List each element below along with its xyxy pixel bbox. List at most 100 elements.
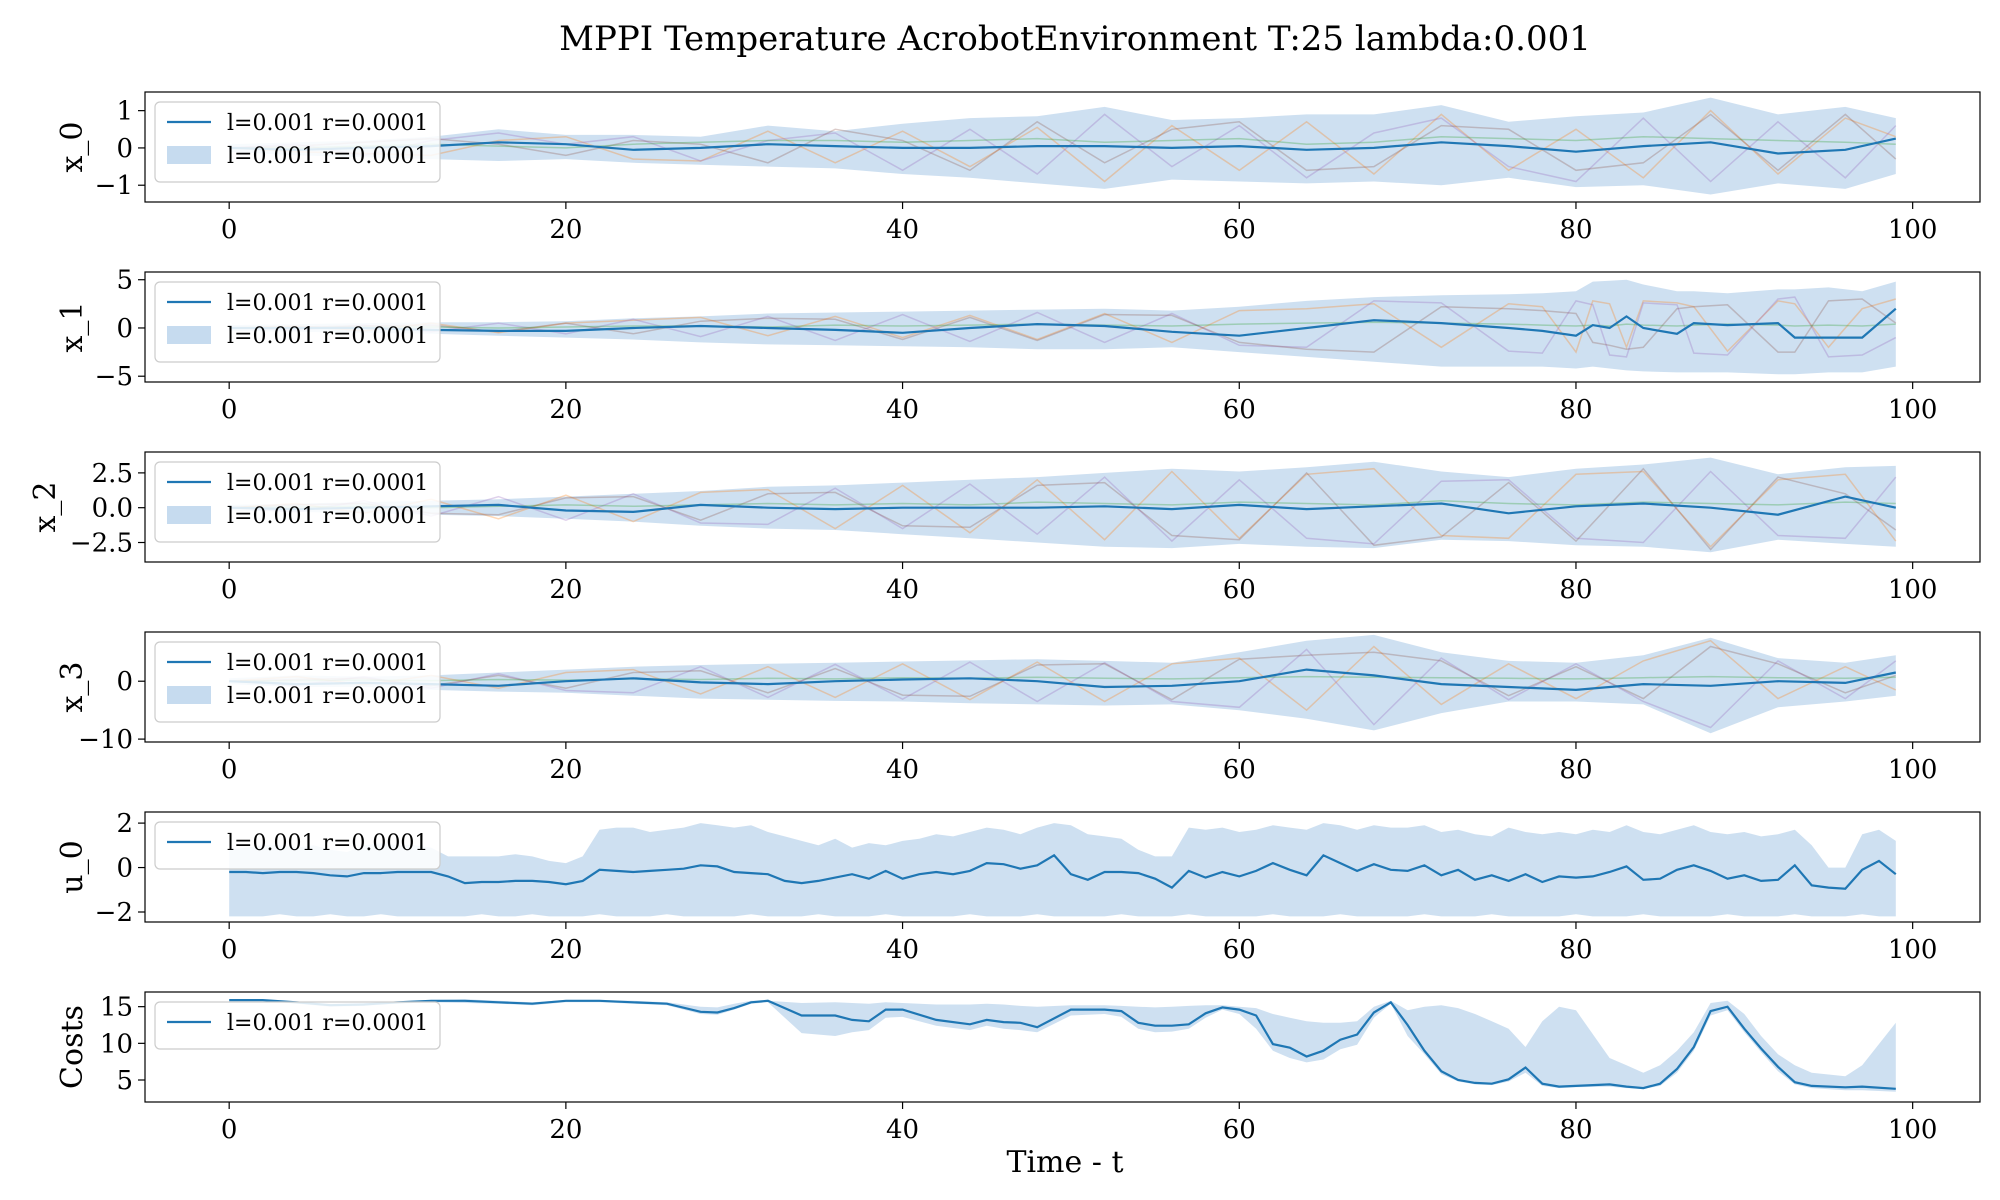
- y-tick-label: 1: [116, 97, 133, 127]
- y-axis-label: x_0: [55, 121, 90, 172]
- sample-trajectory-2: [229, 467, 1897, 551]
- y-tick-label: −1: [95, 171, 133, 201]
- legend-box: [154, 101, 441, 183]
- x-tick-label: 60: [1223, 935, 1256, 965]
- y-tick-label: −2.5: [70, 529, 133, 559]
- legend-box: [154, 1001, 441, 1050]
- x-tick-label: 60: [1223, 395, 1256, 425]
- mean-line: [229, 853, 1897, 890]
- y-axis-label: x_3: [55, 661, 90, 712]
- legend-label: l=0.001 r=0.0001: [227, 111, 428, 136]
- y-tick-label: 0: [116, 314, 133, 344]
- x-axis-label: Time - t: [1006, 1145, 1123, 1180]
- x-tick-label: 100: [1888, 1115, 1938, 1145]
- legend-label: l=0.001 r=0.0001: [227, 1011, 428, 1036]
- y-tick-label: 5: [116, 1066, 133, 1096]
- legend: l=0.001 r=0.0001 l=0.001 r=0.0001: [154, 281, 441, 363]
- y-axis-label: x_1: [55, 301, 90, 352]
- x-tick-label: 0: [221, 575, 238, 605]
- mean-line: [229, 307, 1897, 339]
- legend: l=0.001 r=0.0001 l=0.001 r=0.0001: [154, 641, 441, 723]
- mean-line: [229, 137, 1897, 155]
- y-tick-label: 0: [116, 134, 133, 164]
- y-tick-label: 0.0: [92, 494, 133, 524]
- x-tick-label: 20: [549, 215, 582, 245]
- legend-band-swatch: [167, 146, 211, 164]
- plot-area-2: [229, 457, 1897, 553]
- x-tick-label: 80: [1559, 395, 1592, 425]
- x-tick-label: 20: [549, 575, 582, 605]
- y-axis-label: x_2: [28, 481, 63, 532]
- x-tick-label: 60: [1223, 755, 1256, 785]
- legend: l=0.001 r=0.0001: [154, 1001, 441, 1050]
- legend-label: l=0.001 r=0.0001: [227, 651, 428, 676]
- y-tick-label: 0: [116, 854, 133, 884]
- sample-trajectory-0: [229, 298, 1897, 354]
- x-tick-label: 80: [1559, 755, 1592, 785]
- x-tick-label: 100: [1888, 575, 1938, 605]
- legend-box: [154, 281, 441, 363]
- x-tick-label: 20: [549, 1115, 582, 1145]
- x-tick-label: 80: [1559, 935, 1592, 965]
- legend-label: l=0.001 r=0.0001: [227, 504, 428, 529]
- sample-trajectory-3: [229, 135, 1896, 149]
- x-tick-label: 60: [1223, 1115, 1256, 1145]
- sample-trajectory-1: [229, 113, 1897, 183]
- x-tick-label: 60: [1223, 215, 1256, 245]
- plot-area-1: [229, 279, 1897, 375]
- axes-frame: [144, 271, 1981, 383]
- chart-title: MPPI Temperature AcrobotEnvironment T:25…: [559, 19, 1591, 59]
- x-tick-label: 0: [221, 1115, 238, 1145]
- y-axis-label: u_0: [55, 840, 90, 893]
- x-tick-label: 80: [1559, 1115, 1592, 1145]
- x-tick-label: 20: [549, 935, 582, 965]
- legend-label: l=0.001 r=0.0001: [227, 291, 428, 316]
- x-tick-label: 40: [886, 935, 919, 965]
- legend-box: [154, 461, 441, 543]
- mean-line: [229, 999, 1896, 1090]
- x-tick-label: 20: [549, 395, 582, 425]
- legend-box: [154, 641, 441, 723]
- legend: l=0.001 r=0.0001: [154, 821, 441, 870]
- y-tick-label: −10: [78, 725, 133, 755]
- legend-label: l=0.001 r=0.0001: [227, 684, 428, 709]
- legend-box: [154, 821, 441, 870]
- x-tick-label: 20: [549, 755, 582, 785]
- x-tick-label: 40: [886, 575, 919, 605]
- sample-trajectory-1: [229, 648, 1897, 729]
- legend: l=0.001 r=0.0001 l=0.001 r=0.0001: [154, 101, 441, 183]
- x-tick-label: 0: [221, 755, 238, 785]
- plot-area-3: [229, 634, 1897, 734]
- legend-label: l=0.001 r=0.0001: [227, 144, 428, 169]
- sample-trajectory-0: [229, 109, 1897, 183]
- y-tick-label: 5: [116, 266, 133, 296]
- x-tick-label: 100: [1888, 395, 1938, 425]
- sample-trajectory-1: [229, 470, 1897, 545]
- y-tick-label: −2: [95, 898, 133, 928]
- subplot-5: 0 20 40 60 80 100 15 10 5 Costs l=0.001 r=0.0001: [55, 991, 1981, 1145]
- sample-trajectory-3: [229, 675, 1896, 682]
- y-tick-label: 10: [100, 1029, 133, 1059]
- legend-band-swatch: [167, 506, 211, 524]
- plot-area-5: [229, 999, 1896, 1092]
- y-tick-label: 2.5: [92, 459, 133, 489]
- legend-label: l=0.001 r=0.0001: [227, 324, 428, 349]
- mean-line: [229, 668, 1897, 692]
- x-tick-label: 40: [886, 1115, 919, 1145]
- y-tick-label: 15: [100, 993, 133, 1023]
- y-tick-label: −5: [95, 362, 133, 392]
- x-tick-label: 80: [1559, 575, 1592, 605]
- y-axis-label: Costs: [55, 1005, 90, 1089]
- x-tick-label: 60: [1223, 575, 1256, 605]
- x-tick-label: 0: [221, 935, 238, 965]
- axes-frame: [144, 91, 1981, 203]
- subplot-2: 0 20 40 60 80 100 2.5 0.0 −2.5x_2 l=0.001 r=0.000…: [28, 451, 1981, 605]
- mean-line: [229, 495, 1897, 516]
- x-tick-label: 40: [886, 755, 919, 785]
- y-tick-label: 2: [116, 809, 133, 839]
- legend-label: l=0.001 r=0.0001: [227, 471, 428, 496]
